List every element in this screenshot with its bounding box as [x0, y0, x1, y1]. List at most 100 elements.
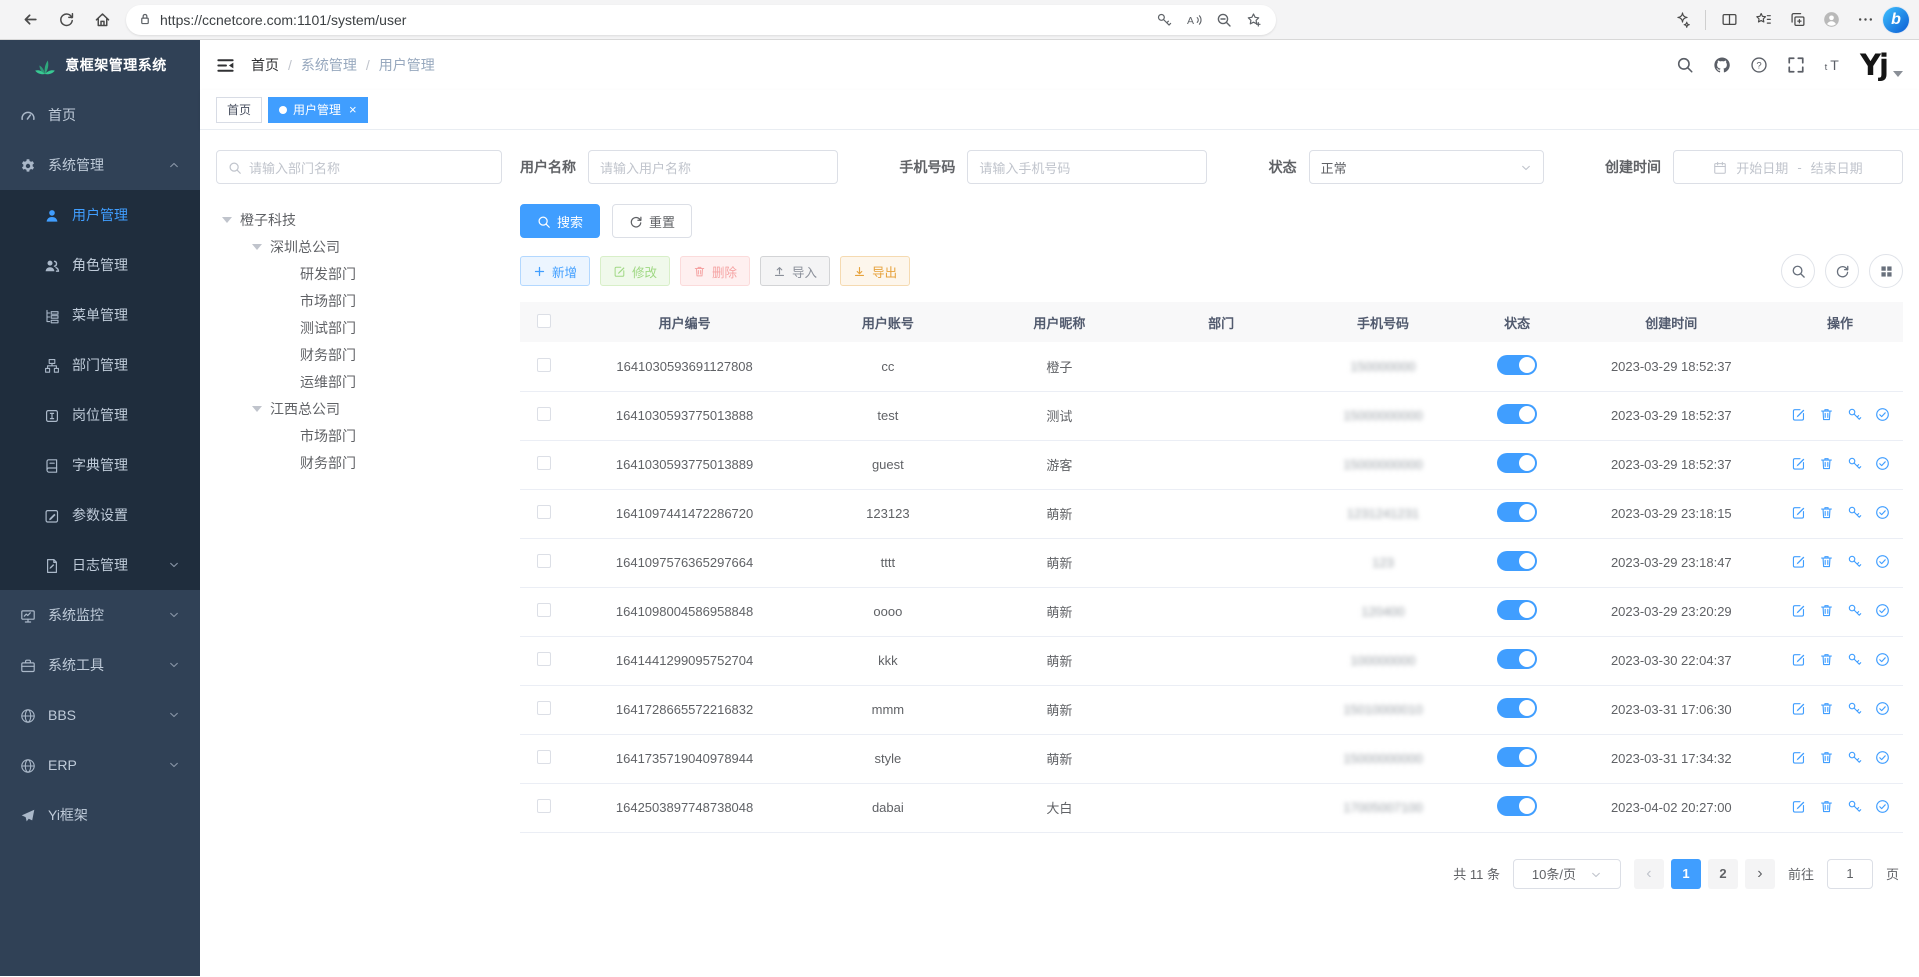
- reset-password-button[interactable]: [1847, 750, 1862, 765]
- status-toggle[interactable]: [1497, 502, 1538, 522]
- edit-user-button[interactable]: [1791, 701, 1806, 716]
- reset-password-button[interactable]: [1847, 799, 1862, 814]
- reset-password-button[interactable]: [1847, 554, 1862, 569]
- reset-password-button[interactable]: [1847, 505, 1862, 520]
- back-button[interactable]: [14, 4, 46, 36]
- tree-node[interactable]: 运维部门: [216, 368, 502, 395]
- refresh-button[interactable]: [50, 4, 82, 36]
- edit-user-button[interactable]: [1791, 750, 1806, 765]
- assign-role-button[interactable]: [1875, 603, 1890, 618]
- status-select[interactable]: 正常: [1308, 150, 1544, 184]
- tree-node[interactable]: 市场部门: [216, 287, 502, 314]
- favorites-bar-button[interactable]: [1747, 4, 1779, 36]
- prev-page-button[interactable]: ‹: [1633, 858, 1664, 889]
- status-toggle[interactable]: [1497, 404, 1538, 424]
- row-checkbox[interactable]: [536, 554, 551, 568]
- delete-user-button[interactable]: [1819, 603, 1834, 618]
- delete-user-button[interactable]: [1819, 505, 1834, 520]
- assign-role-button[interactable]: [1875, 554, 1890, 569]
- profile-button[interactable]: [1815, 4, 1847, 36]
- sidebar-item-log-mgmt[interactable]: 日志管理: [0, 540, 200, 590]
- sidebar-item-menu-mgmt[interactable]: 菜单管理: [0, 290, 200, 340]
- sidebar-item-param-settings[interactable]: 参数设置: [0, 490, 200, 540]
- delete-user-button[interactable]: [1819, 799, 1834, 814]
- tree-node[interactable]: 市场部门: [216, 422, 502, 449]
- sidebar-item-yi-framework[interactable]: Yi框架: [0, 790, 200, 840]
- reset-password-button[interactable]: [1847, 407, 1862, 422]
- breadcrumb-item[interactable]: 用户管理: [378, 57, 435, 73]
- tree-node[interactable]: 测试部门: [216, 314, 502, 341]
- edit-user-button[interactable]: [1791, 456, 1806, 471]
- edit-user-button[interactable]: [1791, 554, 1806, 569]
- delete-user-button[interactable]: [1819, 456, 1834, 471]
- sidebar-collapse-icon[interactable]: [216, 56, 235, 75]
- reset-password-button[interactable]: [1847, 603, 1862, 618]
- reset-password-button[interactable]: [1847, 456, 1862, 471]
- sidebar-item-dept-mgmt[interactable]: 部门管理: [0, 340, 200, 390]
- sidebar-item-system-mgmt[interactable]: 系统管理: [0, 140, 200, 190]
- reset-button[interactable]: 重置: [612, 204, 693, 238]
- fullscreen-button[interactable]: [1787, 56, 1805, 74]
- date-range-picker[interactable]: 开始日期 - 结束日期: [1672, 150, 1903, 184]
- assign-role-button[interactable]: [1875, 407, 1890, 422]
- tree-node[interactable]: 深圳总公司: [216, 233, 502, 260]
- status-toggle[interactable]: [1497, 453, 1538, 473]
- row-checkbox[interactable]: [536, 701, 551, 715]
- row-checkbox[interactable]: [536, 652, 551, 666]
- breadcrumb-item[interactable]: 首页: [251, 57, 279, 73]
- delete-user-button[interactable]: [1819, 701, 1834, 716]
- assign-role-button[interactable]: [1875, 456, 1890, 471]
- page-button-2[interactable]: 2: [1707, 858, 1738, 889]
- key-button[interactable]: [1150, 6, 1178, 34]
- next-page-button[interactable]: ›: [1744, 858, 1775, 889]
- status-toggle[interactable]: [1497, 796, 1538, 816]
- tree-node[interactable]: 研发部门: [216, 260, 502, 287]
- select-all-checkbox[interactable]: [536, 313, 551, 328]
- more-button[interactable]: [1849, 4, 1881, 36]
- sidebar-item-post-mgmt[interactable]: 岗位管理: [0, 390, 200, 440]
- tree-node[interactable]: 江西总公司: [216, 395, 502, 422]
- collections-button[interactable]: [1781, 4, 1813, 36]
- tree-node[interactable]: 财务部门: [216, 449, 502, 476]
- search-button[interactable]: [1676, 56, 1694, 74]
- assign-role-button[interactable]: [1875, 652, 1890, 667]
- edit-user-button[interactable]: [1791, 652, 1806, 667]
- page-size-select[interactable]: 10条/页: [1512, 858, 1621, 889]
- edit-user-button[interactable]: [1791, 799, 1806, 814]
- table-refresh-button[interactable]: [1825, 254, 1859, 288]
- goto-page-input[interactable]: 1: [1826, 858, 1873, 889]
- assign-role-button[interactable]: [1875, 799, 1890, 814]
- add-button[interactable]: 新增: [520, 256, 591, 286]
- sidebar-item-role-mgmt[interactable]: 角色管理: [0, 240, 200, 290]
- table-search-button[interactable]: [1781, 254, 1815, 288]
- delete-user-button[interactable]: [1819, 750, 1834, 765]
- row-checkbox[interactable]: [536, 357, 551, 372]
- reset-password-button[interactable]: [1847, 652, 1862, 667]
- page-button-1[interactable]: 1: [1670, 858, 1701, 889]
- sidebar-item-bbs[interactable]: BBS: [0, 690, 200, 740]
- tab-user-mgmt[interactable]: 用户管理 ×: [268, 96, 368, 123]
- status-toggle[interactable]: [1497, 698, 1538, 718]
- tree-node[interactable]: 橙子科技: [216, 206, 502, 233]
- row-checkbox[interactable]: [536, 407, 551, 421]
- tab-home[interactable]: 首页: [216, 96, 263, 123]
- breadcrumb-item[interactable]: 系统管理: [300, 57, 357, 73]
- delete-user-button[interactable]: [1819, 554, 1834, 569]
- split-screen-button[interactable]: [1713, 4, 1745, 36]
- sidebar-item-sys-monitor[interactable]: 系统监控: [0, 590, 200, 640]
- status-toggle[interactable]: [1497, 747, 1538, 767]
- question-button[interactable]: ?: [1750, 56, 1768, 74]
- delete-button[interactable]: 删除: [680, 256, 751, 286]
- edit-user-button[interactable]: [1791, 505, 1806, 520]
- sidebar-item-dict-mgmt[interactable]: 字典管理: [0, 440, 200, 490]
- dept-search-input[interactable]: 请输入部门名称: [216, 150, 502, 184]
- user-avatar[interactable]: Yj: [1860, 50, 1903, 80]
- bing-chat-button[interactable]: b: [1883, 6, 1909, 33]
- browser-essentials-button[interactable]: [1666, 4, 1698, 36]
- status-toggle[interactable]: [1497, 354, 1538, 375]
- tree-node[interactable]: 财务部门: [216, 341, 502, 368]
- address-bar[interactable]: https://ccnetcore.com:1101/system/user A: [126, 4, 1276, 35]
- phone-input[interactable]: 请输入手机号码: [967, 150, 1208, 184]
- search-button[interactable]: 搜索: [520, 204, 601, 238]
